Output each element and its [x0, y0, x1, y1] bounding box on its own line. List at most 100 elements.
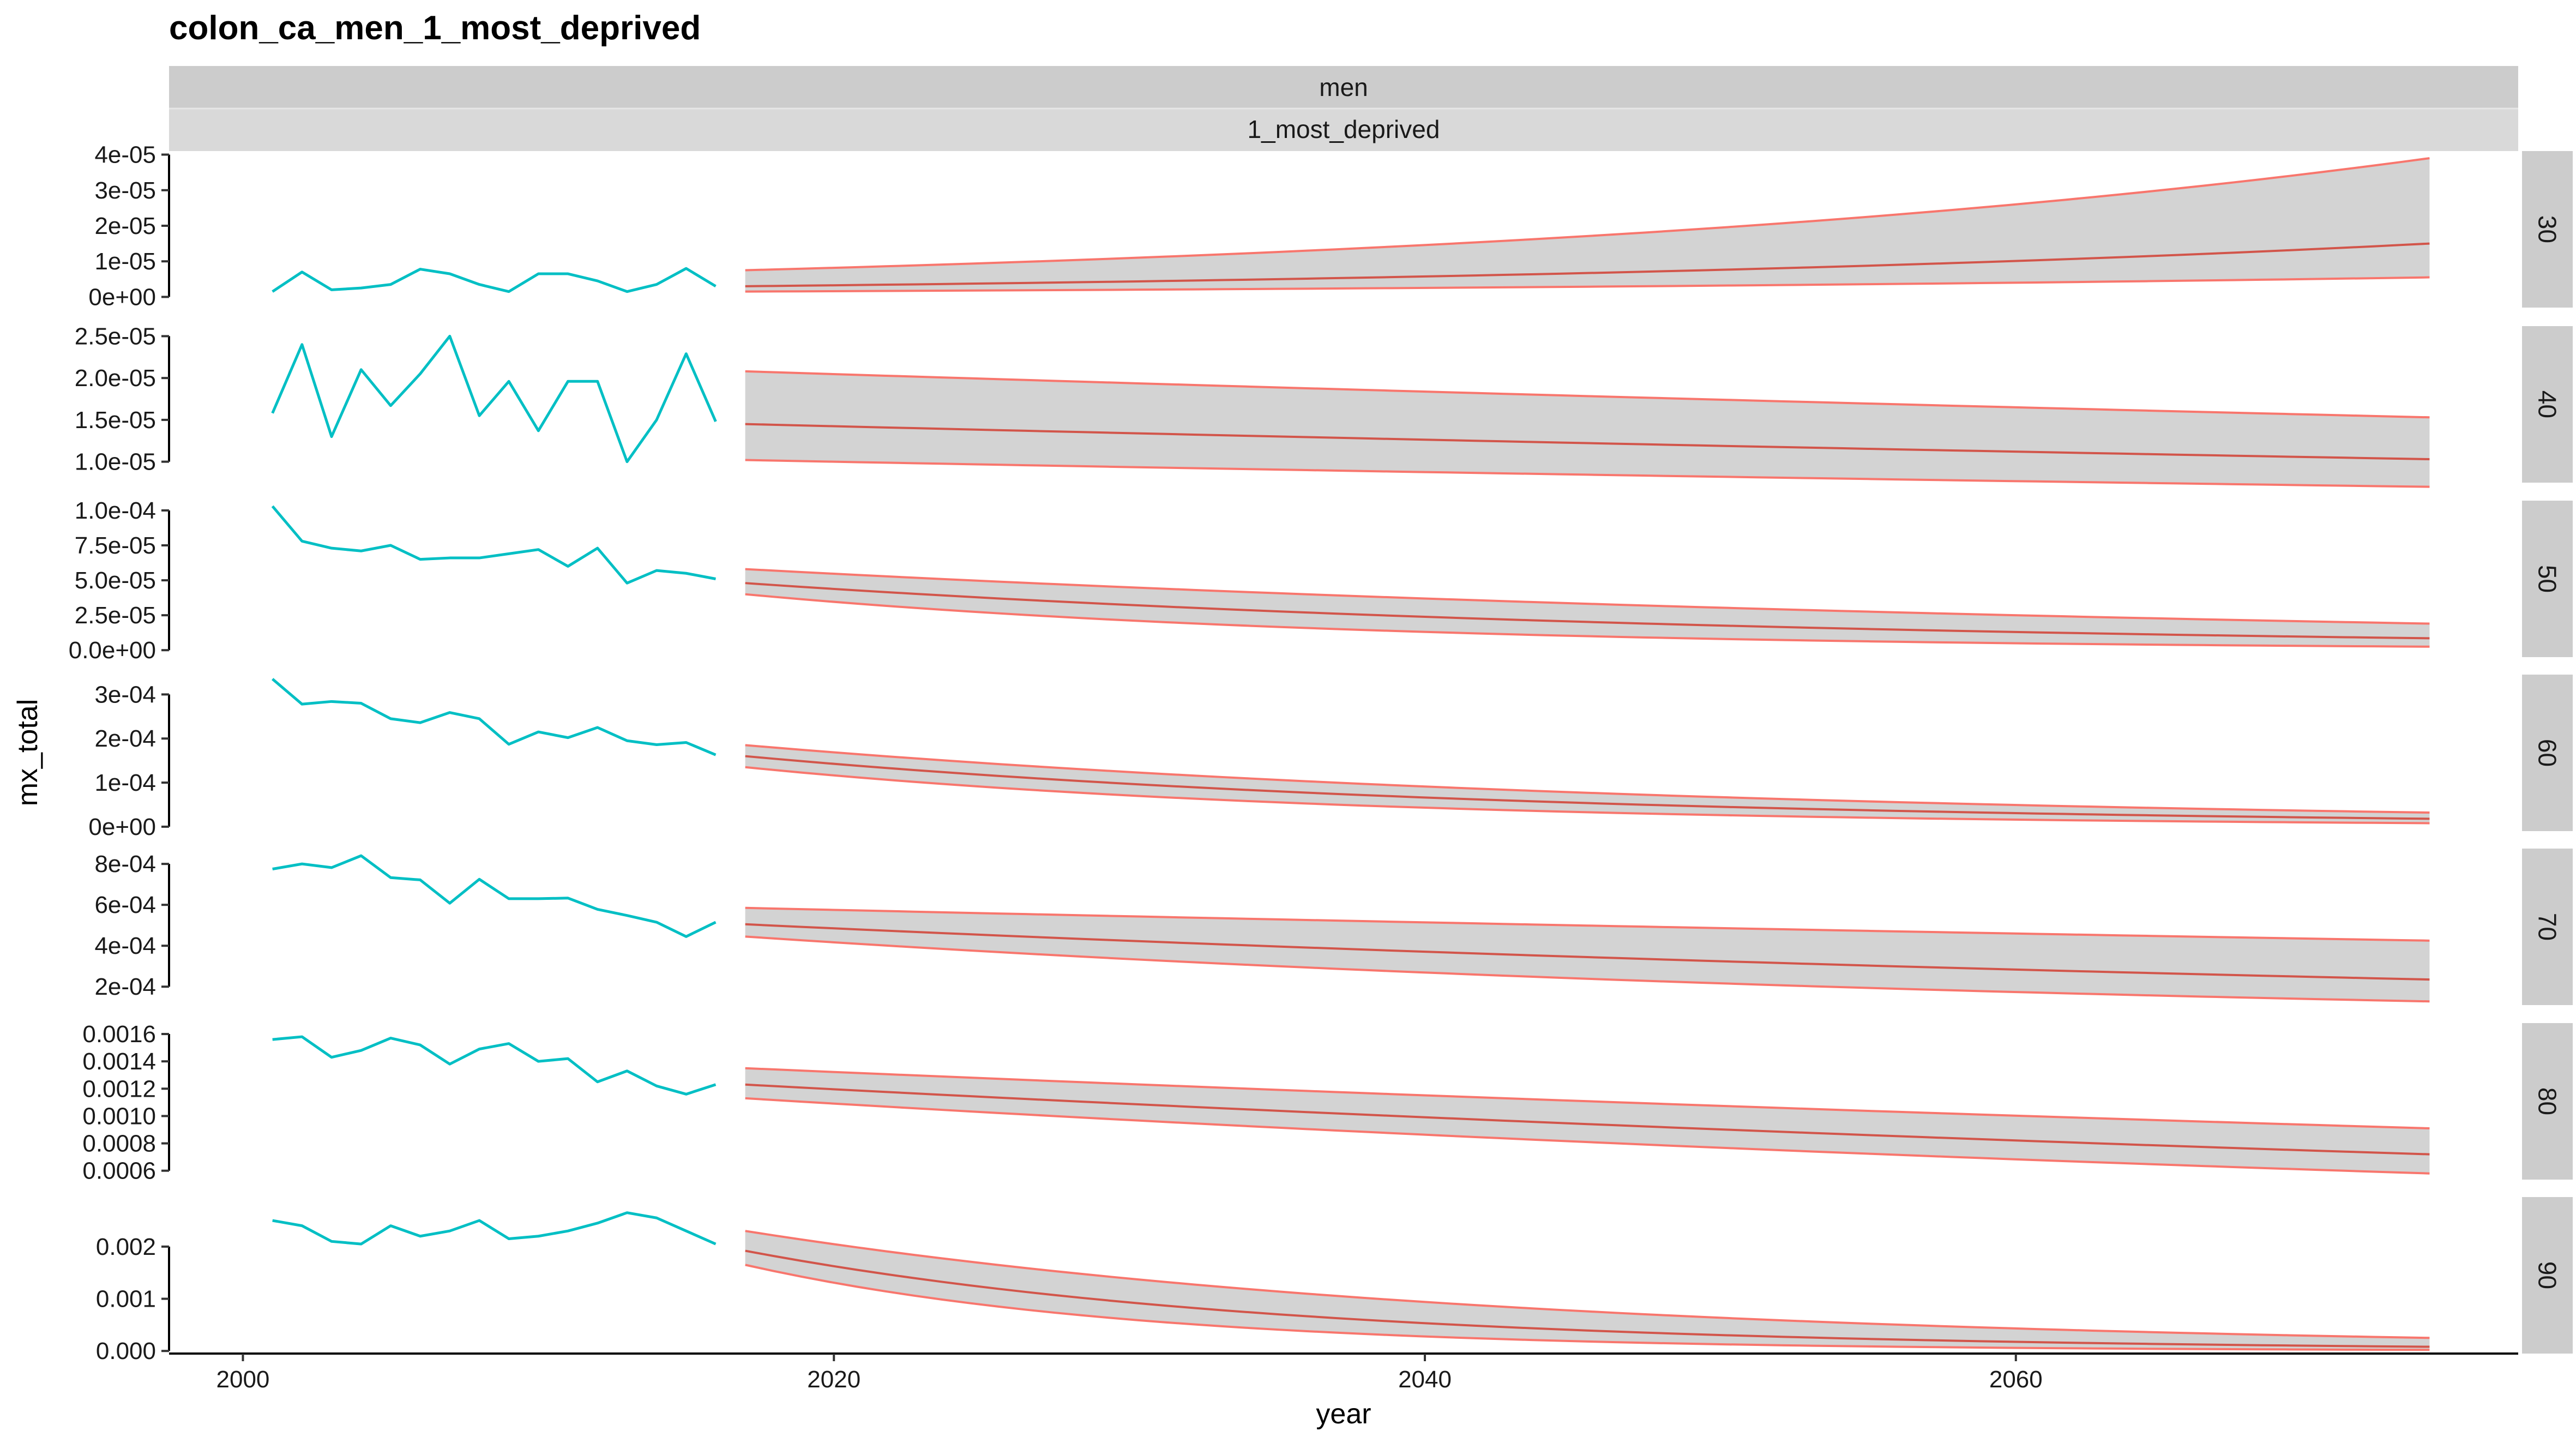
y-tick-label: 8e-04: [94, 851, 156, 877]
forecast-upper-line: [745, 370, 2430, 419]
age-strip-label: 40: [2533, 390, 2562, 418]
age-strip-label: 70: [2533, 913, 2562, 941]
forecast-upper-line: [745, 1230, 2430, 1339]
forecast-upper-line: [745, 744, 2430, 814]
panel-age-40: 1.0e-05 1.5e-05 2.0e-05 2.5e-05 40: [75, 323, 2573, 488]
y-tick-label: 2.5e-05: [75, 602, 156, 629]
observed-line: [272, 678, 717, 756]
age-strip: [2522, 151, 2573, 308]
forecast-mean-line: [745, 423, 2430, 461]
forecast-lower-line: [745, 459, 2430, 488]
age-strip: [2522, 849, 2573, 1005]
y-tick-label: 2.5e-05: [75, 323, 156, 350]
panel-age-70: 2e-04 4e-04 6e-04 8e-04 70: [94, 849, 2573, 1005]
y-tick-label: 0.0014: [82, 1048, 156, 1075]
age-strip: [2522, 501, 2573, 657]
observed-line: [272, 1035, 717, 1096]
age-strip: [2522, 675, 2573, 831]
y-tick-label: 0.0012: [82, 1075, 156, 1102]
y-tick-label: 2e-05: [94, 213, 156, 239]
x-axis: 2000 2020 2040 2060: [169, 1352, 2518, 1393]
forecast-mean-line: [745, 1083, 2430, 1156]
forecast-lower-line: [745, 593, 2430, 648]
forecast-mean-line: [745, 755, 2430, 820]
y-tick-label: 3e-04: [94, 681, 156, 708]
y-tick-label: 0.000: [96, 1338, 156, 1364]
forecast-ribbon: [745, 158, 2430, 292]
strip-label-sex: men: [1319, 73, 1368, 101]
forecast-upper-line: [745, 1067, 2430, 1129]
facet-panels: 0e+00 1e-05 2e-05 3e-05 4e-05 30 1.0e-05 1.5e-0…: [69, 142, 2573, 1364]
age-strip: [2522, 1197, 2573, 1354]
y-tick-label: 2e-04: [94, 725, 156, 752]
strip-label-deprivation: 1_most_deprived: [1248, 115, 1440, 143]
x-tick-label: 2020: [807, 1366, 860, 1393]
facet-strip-top: men 1_most_deprived: [169, 66, 2518, 151]
panel-age-60: 0e+00 1e-04 2e-04 3e-04 60: [88, 675, 2573, 840]
y-tick-label: 0.0008: [82, 1131, 156, 1157]
y-tick-label: 4e-05: [94, 142, 156, 169]
observed-line: [271, 505, 716, 585]
chart-title: colon_ca_men_1_most_deprived: [169, 9, 701, 47]
forecast-lower-line: [745, 935, 2430, 1003]
observed-line: [272, 1211, 717, 1246]
strip-row-2-bg: [169, 109, 2518, 151]
y-tick-label: 0.0010: [82, 1103, 156, 1129]
x-tick-label: 2040: [1398, 1366, 1452, 1393]
y-tick-label: 1e-04: [94, 769, 156, 796]
forecast-upper-line: [745, 906, 2430, 942]
strip-row-1-bg: [169, 66, 2518, 109]
forecast-mean-line: [745, 582, 2430, 640]
forecast-lower-line: [745, 766, 2430, 825]
forecast-mean-line: [745, 242, 2430, 287]
forecast-ribbon: [745, 371, 2430, 487]
y-tick-label: 0e+00: [88, 814, 156, 840]
forecast-mean-line: [745, 1249, 2430, 1348]
panel-age-90: 0.000 0.001 0.002 90: [96, 1197, 2573, 1364]
age-strip-label: 30: [2533, 215, 2562, 243]
y-tick-label: 7.5e-05: [75, 532, 156, 559]
age-strip-label: 60: [2533, 739, 2562, 767]
y-tick-label: 0e+00: [88, 284, 156, 310]
y-tick-label: 1e-05: [94, 248, 156, 275]
forecast-ribbon: [745, 1068, 2430, 1174]
y-tick-label: 6e-04: [94, 892, 156, 918]
y-tick-label: 1.5e-05: [75, 407, 156, 434]
forecast-ribbon: [745, 745, 2430, 823]
age-strip-label: 90: [2533, 1261, 2562, 1289]
forecast-lower-line: [745, 276, 2430, 293]
y-tick-label: 1.0e-05: [75, 449, 156, 476]
y-tick-label: 1.0e-04: [75, 497, 156, 524]
x-tick-label: 2000: [216, 1366, 270, 1393]
age-strip: [2522, 326, 2573, 483]
y-tick-label: 2.0e-05: [75, 365, 156, 392]
y-tick-label: 0.0016: [82, 1021, 156, 1048]
observed-line: [272, 267, 717, 293]
y-tick-label: 3e-05: [94, 177, 156, 204]
forecast-ribbon: [745, 569, 2430, 647]
y-tick-label: 0.0e+00: [69, 637, 156, 664]
y-tick-label: 0.001: [96, 1286, 156, 1313]
forecast-upper-line: [745, 157, 2430, 272]
forecast-lower-line: [745, 1097, 2430, 1175]
y-tick-label: 0.002: [96, 1234, 156, 1260]
observed-line: [271, 334, 717, 464]
forecast-ribbon: [745, 1231, 2430, 1350]
forecast-lower-line: [745, 1264, 2430, 1351]
age-strip: [2522, 1023, 2573, 1180]
y-axis-title: mx_total: [12, 699, 44, 807]
panel-age-50: 0.0e+00 2.5e-05 5.0e-05 7.5e-05 1.0e-04 50: [69, 497, 2573, 664]
forecast-mean-line: [745, 923, 2430, 981]
y-tick-label: 2e-04: [94, 973, 156, 1000]
forecast-upper-line: [745, 568, 2430, 625]
forecast-ribbon: [745, 907, 2430, 1002]
y-tick-label: 4e-04: [94, 933, 156, 959]
x-tick-label: 2060: [1989, 1366, 2043, 1393]
y-tick-label: 5.0e-05: [75, 567, 156, 594]
x-axis-title: year: [1316, 1398, 1371, 1430]
age-strip-label: 80: [2533, 1087, 2562, 1115]
age-strip-label: 50: [2533, 565, 2562, 593]
observed-line: [272, 854, 717, 938]
